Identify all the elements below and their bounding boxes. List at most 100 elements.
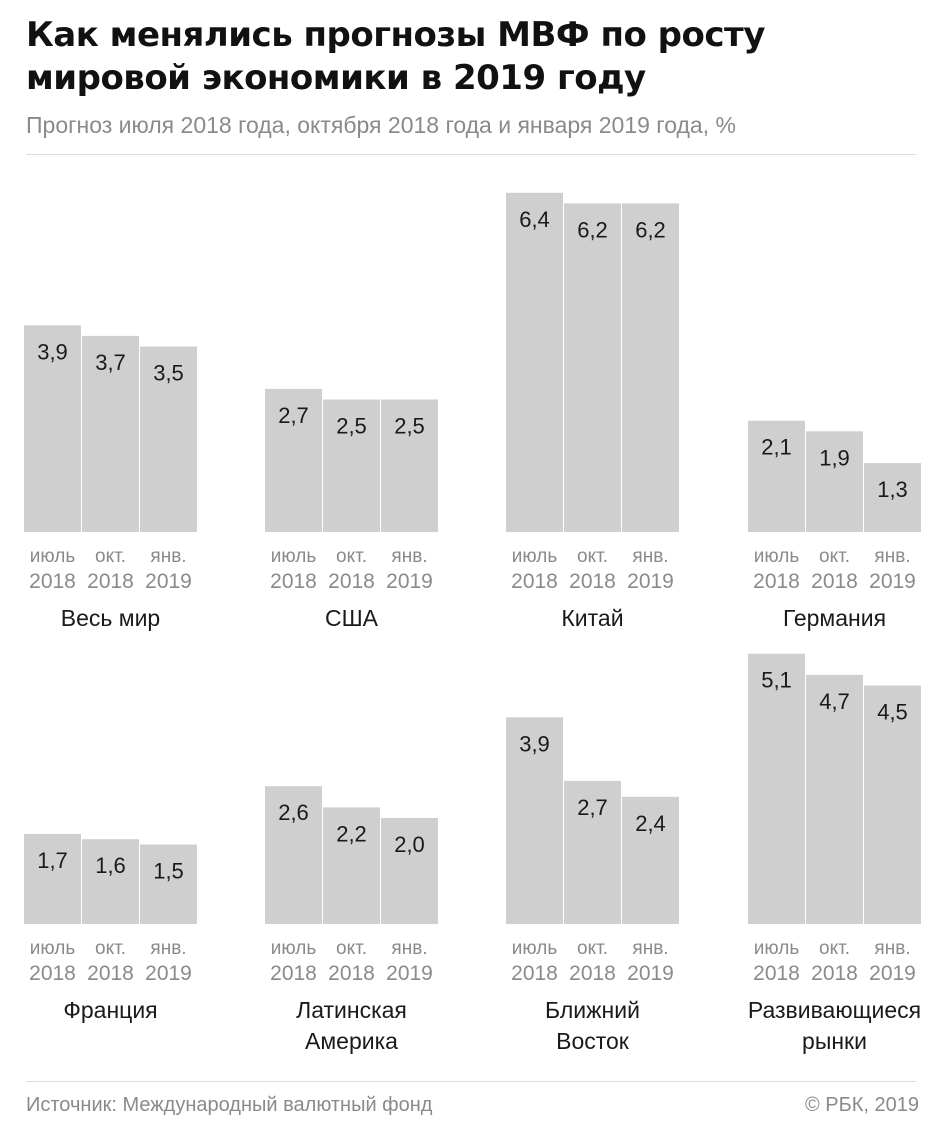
x-tick-label: 2018: [29, 962, 76, 985]
bar-value-label: 2,1: [761, 435, 792, 460]
x-tick-label: янв.: [874, 938, 910, 959]
x-tick-label: окт.: [95, 546, 126, 567]
x-tick-label: июль: [30, 938, 76, 959]
x-tick-label: 2018: [29, 570, 76, 593]
bar: [864, 685, 921, 924]
bar: [748, 653, 805, 924]
x-tick-label: янв.: [150, 546, 186, 567]
bar: [864, 463, 921, 532]
bar-value-label: 2,7: [577, 795, 608, 820]
bar: [748, 420, 805, 532]
bar: [506, 192, 563, 533]
x-tick-label: июль: [30, 546, 76, 567]
chart-title: Как менялись прогнозы МВФ по росту миров…: [26, 14, 926, 100]
panel-label: Китай: [561, 605, 623, 631]
x-tick-label: янв.: [874, 546, 910, 567]
x-tick-label: 2018: [328, 570, 375, 593]
x-tick-label: июль: [271, 938, 317, 959]
panel-label: США: [325, 605, 379, 631]
chart-title-line-2: мировой экономики в 2019 году: [26, 58, 646, 98]
x-tick-label: янв.: [391, 546, 427, 567]
bar-value-label: 2,4: [635, 811, 666, 836]
x-tick-label: июль: [512, 938, 558, 959]
x-tick-label: 2019: [627, 962, 674, 985]
bar-value-label: 5,1: [761, 668, 792, 693]
bar: [323, 807, 380, 924]
x-tick-label: 2018: [811, 962, 858, 985]
x-tick-label: 2019: [869, 962, 916, 985]
bar: [506, 717, 563, 924]
bar-value-label: 3,7: [95, 350, 126, 375]
bar-value-label: 6,2: [577, 217, 608, 242]
bar-value-label: 2,2: [336, 821, 367, 846]
bar: [622, 796, 679, 924]
x-tick-label: июль: [512, 546, 558, 567]
bar-value-label: 2,5: [336, 414, 367, 439]
bar: [82, 335, 139, 532]
x-tick-label: 2018: [511, 570, 558, 593]
panel-label: Германия: [783, 605, 886, 631]
x-tick-label: 2019: [627, 570, 674, 593]
panel-label: Франция: [63, 997, 157, 1023]
x-tick-label: 2019: [145, 962, 192, 985]
x-tick-label: 2018: [811, 570, 858, 593]
source-note: Источник: Международный валютный фонд: [26, 1094, 433, 1116]
bar-value-label: 3,9: [519, 731, 550, 756]
bar-value-label: 3,9: [37, 339, 68, 364]
x-tick-label: окт.: [95, 938, 126, 959]
panel-label: Ближний: [545, 997, 640, 1023]
x-tick-label: янв.: [391, 938, 427, 959]
bar: [564, 780, 621, 924]
x-tick-label: 2018: [753, 962, 800, 985]
x-tick-label: 2019: [145, 570, 192, 593]
bar-value-label: 1,7: [37, 848, 68, 873]
bar: [265, 786, 322, 924]
panel-label: Весь мир: [61, 605, 160, 631]
x-tick-label: окт.: [336, 546, 367, 567]
bar: [24, 833, 81, 924]
x-tick-label: окт.: [819, 546, 850, 567]
bar-chart-grid: 3,9 июль 2018 3,7 окт. 2018 3,5 янв. 2019 Весь ми…: [24, 192, 921, 1054]
bar-value-label: 3,5: [153, 361, 184, 386]
copyright-note: © РБК, 2019: [804, 1094, 919, 1116]
bar: [381, 399, 438, 532]
x-tick-label: окт.: [577, 546, 608, 567]
x-tick-label: 2018: [511, 962, 558, 985]
x-tick-label: 2018: [270, 962, 317, 985]
bar: [622, 203, 679, 532]
x-tick-label: 2018: [270, 570, 317, 593]
x-tick-label: окт.: [577, 938, 608, 959]
bar: [82, 839, 139, 924]
bar-value-label: 2,6: [278, 800, 309, 825]
panel-label: рынки: [802, 1028, 867, 1054]
x-tick-label: 2018: [87, 962, 134, 985]
bar-value-label: 2,0: [394, 832, 425, 857]
bar-value-label: 2,7: [278, 403, 309, 428]
bar: [24, 325, 81, 532]
x-tick-label: окт.: [336, 938, 367, 959]
bar: [140, 346, 197, 532]
panel-label: Развивающиеся: [748, 997, 921, 1023]
bar-value-label: 6,2: [635, 217, 666, 242]
panel-label: Восток: [556, 1028, 630, 1054]
x-tick-label: 2018: [569, 570, 616, 593]
bar: [806, 674, 863, 924]
bar-value-label: 1,3: [877, 477, 908, 502]
x-tick-label: 2018: [569, 962, 616, 985]
bar-value-label: 1,5: [153, 859, 184, 884]
bar: [323, 399, 380, 532]
x-tick-label: июль: [271, 546, 317, 567]
bar-value-label: 2,5: [394, 414, 425, 439]
x-tick-label: 2018: [753, 570, 800, 593]
x-tick-label: 2019: [386, 962, 433, 985]
panel-label: Латинская: [296, 997, 407, 1023]
x-tick-label: янв.: [632, 938, 668, 959]
x-tick-label: окт.: [819, 938, 850, 959]
footer-divider: [26, 1081, 916, 1082]
bar: [381, 818, 438, 924]
bar: [140, 844, 197, 924]
bar: [564, 203, 621, 532]
x-tick-label: 2018: [328, 962, 375, 985]
bar-value-label: 4,5: [877, 700, 908, 725]
x-tick-label: июль: [754, 938, 800, 959]
